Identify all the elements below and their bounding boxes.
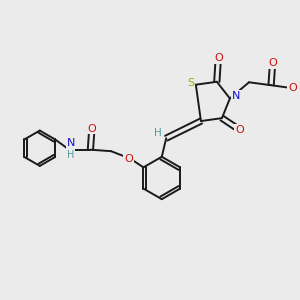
Text: H: H bbox=[67, 150, 74, 160]
Text: S: S bbox=[187, 78, 194, 88]
Text: O: O bbox=[88, 124, 96, 134]
Text: H: H bbox=[154, 128, 162, 138]
Text: O: O bbox=[268, 58, 277, 68]
Text: N: N bbox=[232, 91, 241, 100]
Text: O: O bbox=[124, 154, 133, 164]
Text: O: O bbox=[214, 53, 223, 63]
Text: O: O bbox=[235, 125, 244, 135]
Text: N: N bbox=[67, 138, 75, 148]
Text: O: O bbox=[288, 83, 297, 93]
